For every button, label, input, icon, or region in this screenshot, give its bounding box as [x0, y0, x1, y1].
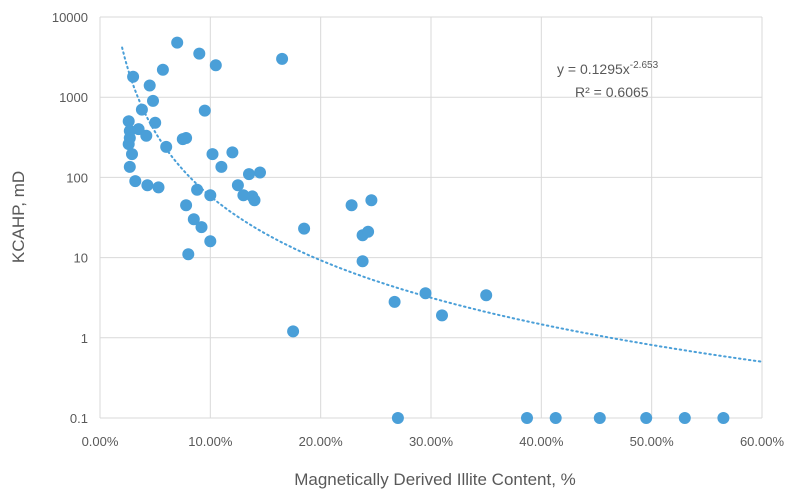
data-point [226, 146, 239, 159]
data-point [276, 52, 289, 65]
data-point [152, 181, 165, 194]
data-point [356, 255, 369, 268]
data-point [231, 179, 244, 192]
data-point [209, 59, 222, 72]
x-tick-label: 40.00% [519, 434, 564, 449]
data-point [419, 287, 432, 300]
data-point [147, 94, 159, 107]
x-tick-label: 20.00% [299, 434, 344, 449]
data-point [345, 199, 358, 212]
data-point [678, 412, 691, 424]
data-point [254, 166, 266, 179]
y-tick-label: 100 [66, 170, 88, 185]
x-tick-label: 0.00% [82, 434, 119, 449]
data-point [237, 189, 250, 202]
data-point [193, 47, 206, 60]
x-tick-labels: 0.00% 10.00% 20.00% 30.00% 40.00% 50.00% 60.00… [82, 434, 785, 449]
data-point [204, 235, 217, 248]
data-point [182, 248, 195, 261]
data-point [365, 194, 378, 207]
x-tick-label: 60.00% [740, 434, 785, 449]
data-point [717, 412, 730, 424]
data-point [391, 412, 404, 424]
y-tick-label: 0.1 [70, 411, 88, 426]
y-tick-label: 1000 [59, 90, 88, 105]
data-point [480, 289, 493, 302]
y-tick-label: 10000 [52, 10, 88, 25]
data-point [141, 179, 154, 192]
data-point [122, 115, 135, 128]
data-point [127, 70, 140, 83]
data-point [298, 222, 311, 235]
data-point [135, 103, 148, 116]
data-point [187, 213, 200, 226]
data-point [123, 160, 136, 173]
data-point [171, 36, 184, 49]
data-point [206, 148, 219, 161]
data-point [191, 183, 204, 196]
y-axis-title: KCAHP, mD [9, 171, 28, 263]
trendline-r-squared: R² = 0.6065 [575, 84, 649, 100]
data-point [204, 189, 217, 202]
data-point [195, 221, 208, 234]
x-tick-label: 50.00% [630, 434, 675, 449]
y-tick-label: 10 [74, 251, 88, 266]
x-tick-label: 10.00% [188, 434, 233, 449]
x-tick-label: 30.00% [409, 434, 454, 449]
data-point [549, 412, 562, 424]
data-point [160, 140, 173, 153]
data-point [436, 309, 448, 322]
data-point [143, 79, 156, 92]
data-point [215, 160, 228, 173]
data-points [122, 36, 730, 424]
gridlines [99, 16, 763, 419]
data-point [362, 225, 375, 238]
data-point [180, 199, 193, 212]
data-point [243, 168, 255, 181]
data-point [640, 412, 653, 424]
power-trendline [121, 46, 763, 363]
data-point [198, 104, 211, 117]
y-tick-labels: 0.1 1 10 100 1000 10000 [52, 10, 88, 426]
trendline-equation: y = 0.1295x-2.653 [557, 60, 659, 77]
data-point [140, 129, 153, 142]
data-point [129, 175, 142, 188]
data-point [248, 194, 261, 207]
data-point [122, 138, 135, 151]
data-point [287, 325, 300, 338]
y-tick-label: 1 [81, 331, 88, 346]
data-point [521, 412, 533, 424]
data-point [388, 295, 401, 308]
data-point [156, 63, 169, 76]
data-point [149, 116, 162, 129]
data-point [593, 412, 606, 424]
data-point [180, 132, 193, 144]
x-axis-title: Magnetically Derived Illite Content, % [294, 470, 576, 489]
data-point [126, 148, 138, 161]
